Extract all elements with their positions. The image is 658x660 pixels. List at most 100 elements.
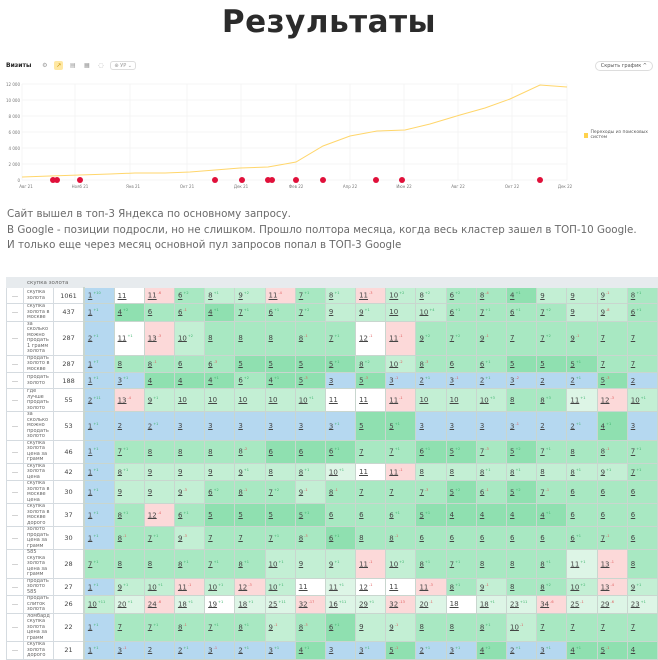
position-cell[interactable]: 9-1 [475, 320, 508, 356]
position-cell[interactable]: 8+1 [324, 287, 357, 304]
position-cell[interactable]: 1+1 [82, 462, 115, 481]
position-cell[interactable]: 11 [113, 287, 145, 304]
position-cell[interactable]: 6 [445, 354, 477, 373]
position-cell[interactable]: 6+1 [385, 503, 417, 527]
position-cell[interactable]: 6 [355, 503, 387, 527]
position-cell[interactable]: 8-1 [173, 612, 206, 642]
position-cell[interactable]: 6+1 [324, 439, 357, 464]
position-cell[interactable]: 7 [113, 612, 145, 642]
position-cell[interactable]: 6 [626, 503, 658, 527]
position-cell[interactable]: 7-1 [596, 526, 628, 550]
position-cell[interactable]: 24-6 [143, 595, 175, 614]
position-cell[interactable]: 9+1 [626, 577, 658, 596]
position-cell[interactable]: 8+1 [445, 577, 477, 596]
row-menu-icon[interactable]: — [6, 549, 24, 579]
position-cell[interactable]: 2+1 [415, 372, 447, 389]
position-cell[interactable]: 11 [385, 577, 417, 596]
position-cell[interactable]: 5 [355, 411, 387, 441]
position-cell[interactable]: 7+1 [294, 287, 326, 304]
position-cell[interactable]: 6 [173, 354, 206, 373]
position-cell[interactable]: 18 [445, 595, 477, 614]
position-cell[interactable]: 7 [626, 354, 658, 373]
position-cell[interactable]: 9+2 [415, 320, 447, 356]
gear-icon[interactable]: ⚙ [42, 62, 48, 69]
position-cell[interactable]: 6+1 [445, 303, 477, 322]
position-cell[interactable]: 4+1 [264, 372, 296, 389]
position-cell[interactable]: 7 [626, 612, 658, 642]
position-cell[interactable]: 12-3 [234, 577, 266, 596]
position-cell[interactable]: 11+1 [566, 388, 598, 412]
position-cell[interactable]: 8-1 [324, 480, 357, 504]
position-cell[interactable]: 32-17 [294, 595, 326, 614]
line-chart-icon[interactable]: ↗ [54, 61, 64, 70]
position-cell[interactable]: 9-8 [596, 303, 628, 322]
position-cell[interactable]: 2 [143, 641, 175, 660]
position-cell[interactable]: 8 [355, 526, 387, 550]
position-cell[interactable]: 8+2 [415, 287, 447, 304]
position-cell[interactable]: 9-1 [264, 612, 296, 642]
position-cell[interactable]: 5-1 [596, 641, 628, 660]
position-cell[interactable]: 10+1 [264, 549, 296, 579]
position-cell[interactable]: 1+1 [82, 439, 115, 464]
position-cell[interactable]: 8+1 [505, 462, 538, 481]
position-cell[interactable]: 8 [264, 320, 296, 356]
position-cell[interactable]: 8 [173, 439, 206, 464]
position-cell[interactable]: 7+1 [204, 549, 236, 579]
position-cell[interactable]: 11 [294, 577, 326, 596]
row-menu-icon[interactable]: — [6, 612, 24, 642]
row-menu-icon[interactable]: — [6, 526, 24, 550]
row-menu-icon[interactable]: — [6, 577, 24, 596]
position-cell[interactable]: 8 [415, 462, 447, 481]
position-cell[interactable]: 9 [204, 462, 236, 481]
position-cell[interactable]: 8+1 [415, 549, 447, 579]
position-cell[interactable]: 1+1 [82, 411, 115, 441]
position-cell[interactable]: 8+1 [626, 287, 658, 304]
position-cell[interactable]: 5+2 [445, 439, 477, 464]
position-cell[interactable]: 23+1 [626, 595, 658, 614]
row-menu-icon[interactable]: — [6, 411, 24, 441]
position-cell[interactable]: 8-1 [143, 354, 175, 373]
position-cell[interactable]: 7+1 [264, 526, 296, 550]
position-cell[interactable]: 7 [355, 439, 387, 464]
position-cell[interactable]: 8 [264, 462, 296, 481]
position-cell[interactable]: 9 [113, 480, 145, 504]
position-cell[interactable]: 6+2 [234, 372, 266, 389]
position-cell[interactable]: 7+1 [475, 303, 508, 322]
position-cell[interactable]: 10 [234, 388, 266, 412]
position-cell[interactable]: 11-1 [355, 549, 387, 579]
position-cell[interactable]: 7 [505, 320, 538, 356]
position-cell[interactable]: 2 [536, 372, 568, 389]
position-cell[interactable]: 10+1 [204, 577, 236, 596]
position-cell[interactable]: 2 [626, 372, 658, 389]
position-cell[interactable]: 8-1 [596, 439, 628, 464]
position-cell[interactable]: 3+1 [324, 411, 357, 441]
position-cell[interactable]: 25+11 [264, 595, 296, 614]
position-cell[interactable]: 12-1 [355, 577, 387, 596]
position-cell[interactable]: 10+2 [385, 549, 417, 579]
position-cell[interactable]: 3 [324, 641, 357, 660]
position-cell[interactable]: 9-3 [173, 480, 206, 504]
position-cell[interactable]: 7+1 [234, 303, 266, 322]
position-cell[interactable]: 6 [143, 303, 175, 322]
position-cell[interactable]: 29-6 [596, 595, 628, 614]
position-cell[interactable]: 8+1 [536, 549, 568, 579]
position-cell[interactable]: 32-13 [385, 595, 417, 614]
position-cell[interactable]: 7 [596, 320, 628, 356]
position-cell[interactable]: 7+1 [204, 612, 236, 642]
position-cell[interactable]: 7-1 [536, 480, 568, 504]
position-cell[interactable]: 6+1 [173, 503, 206, 527]
position-cell[interactable]: 6+2 [173, 287, 206, 304]
position-cell[interactable]: 7 [204, 526, 236, 550]
position-cell[interactable]: 9-1 [385, 612, 417, 642]
position-cell[interactable]: 4+1 [204, 303, 236, 322]
position-cell[interactable]: 2+1 [505, 641, 538, 660]
position-cell[interactable]: 3 [445, 411, 477, 441]
position-cell[interactable]: 11-1 [385, 462, 417, 481]
position-cell[interactable]: 10-2 [385, 354, 417, 373]
position-cell[interactable]: 2+1 [143, 411, 175, 441]
position-cell[interactable]: 3+1 [445, 641, 477, 660]
position-cell[interactable]: 8 [204, 320, 236, 356]
position-cell[interactable]: 8 [445, 612, 477, 642]
position-cell[interactable]: 11 [355, 388, 387, 412]
position-cell[interactable]: 4 [173, 372, 206, 389]
